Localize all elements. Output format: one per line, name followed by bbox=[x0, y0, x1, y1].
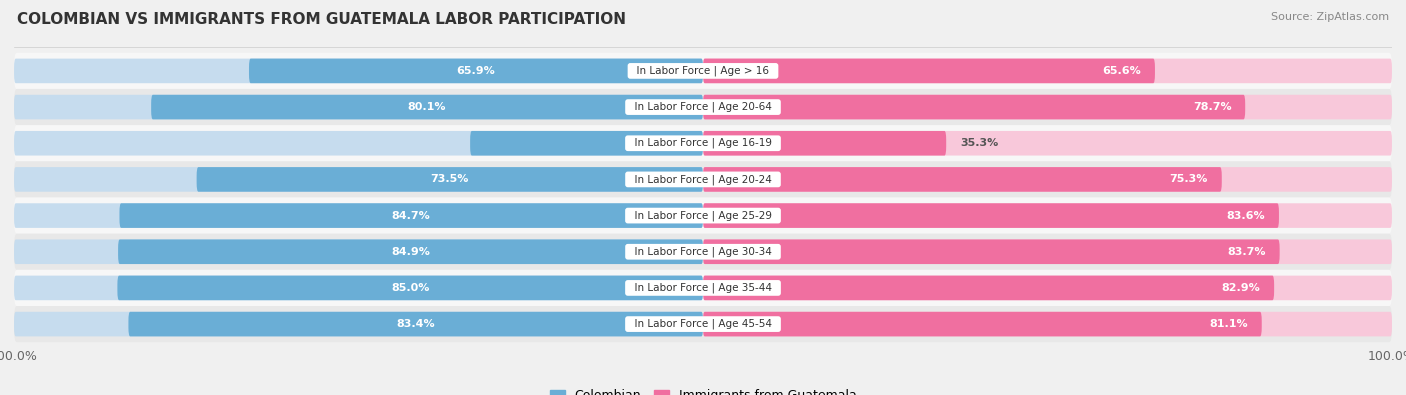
FancyBboxPatch shape bbox=[14, 306, 1392, 342]
Text: In Labor Force | Age 25-29: In Labor Force | Age 25-29 bbox=[627, 210, 779, 221]
FancyBboxPatch shape bbox=[703, 95, 1246, 119]
Text: 65.9%: 65.9% bbox=[457, 66, 495, 76]
FancyBboxPatch shape bbox=[703, 276, 1392, 300]
FancyBboxPatch shape bbox=[14, 161, 1392, 198]
FancyBboxPatch shape bbox=[14, 234, 1392, 270]
FancyBboxPatch shape bbox=[14, 53, 1392, 89]
Text: 84.7%: 84.7% bbox=[392, 211, 430, 220]
FancyBboxPatch shape bbox=[703, 312, 1392, 337]
FancyBboxPatch shape bbox=[703, 131, 1392, 156]
Text: Source: ZipAtlas.com: Source: ZipAtlas.com bbox=[1271, 12, 1389, 22]
Text: In Labor Force | Age 45-54: In Labor Force | Age 45-54 bbox=[627, 319, 779, 329]
FancyBboxPatch shape bbox=[14, 276, 703, 300]
FancyBboxPatch shape bbox=[14, 89, 1392, 125]
FancyBboxPatch shape bbox=[249, 58, 703, 83]
Legend: Colombian, Immigrants from Guatemala: Colombian, Immigrants from Guatemala bbox=[544, 384, 862, 395]
Text: In Labor Force | Age 16-19: In Labor Force | Age 16-19 bbox=[627, 138, 779, 149]
FancyBboxPatch shape bbox=[703, 167, 1392, 192]
FancyBboxPatch shape bbox=[14, 312, 703, 337]
FancyBboxPatch shape bbox=[703, 276, 1274, 300]
Text: 81.1%: 81.1% bbox=[1209, 319, 1249, 329]
FancyBboxPatch shape bbox=[14, 95, 703, 119]
FancyBboxPatch shape bbox=[703, 312, 1261, 337]
FancyBboxPatch shape bbox=[14, 167, 703, 192]
FancyBboxPatch shape bbox=[14, 198, 1392, 234]
FancyBboxPatch shape bbox=[703, 239, 1279, 264]
FancyBboxPatch shape bbox=[470, 131, 703, 156]
FancyBboxPatch shape bbox=[703, 203, 1279, 228]
Text: 85.0%: 85.0% bbox=[391, 283, 429, 293]
Text: 78.7%: 78.7% bbox=[1192, 102, 1232, 112]
Text: 84.9%: 84.9% bbox=[391, 247, 430, 257]
Text: In Labor Force | Age 20-64: In Labor Force | Age 20-64 bbox=[628, 102, 778, 112]
Text: COLOMBIAN VS IMMIGRANTS FROM GUATEMALA LABOR PARTICIPATION: COLOMBIAN VS IMMIGRANTS FROM GUATEMALA L… bbox=[17, 12, 626, 27]
Text: 75.3%: 75.3% bbox=[1170, 175, 1208, 184]
FancyBboxPatch shape bbox=[703, 58, 1392, 83]
FancyBboxPatch shape bbox=[117, 276, 703, 300]
FancyBboxPatch shape bbox=[14, 239, 703, 264]
FancyBboxPatch shape bbox=[14, 125, 1392, 161]
FancyBboxPatch shape bbox=[703, 167, 1222, 192]
Text: In Labor Force | Age 30-34: In Labor Force | Age 30-34 bbox=[628, 246, 778, 257]
FancyBboxPatch shape bbox=[118, 239, 703, 264]
FancyBboxPatch shape bbox=[703, 131, 946, 156]
FancyBboxPatch shape bbox=[14, 270, 1392, 306]
Text: 83.6%: 83.6% bbox=[1226, 211, 1265, 220]
Text: 65.6%: 65.6% bbox=[1102, 66, 1142, 76]
FancyBboxPatch shape bbox=[197, 167, 703, 192]
FancyBboxPatch shape bbox=[703, 58, 1154, 83]
FancyBboxPatch shape bbox=[14, 203, 703, 228]
Text: 83.7%: 83.7% bbox=[1227, 247, 1265, 257]
Text: In Labor Force | Age > 16: In Labor Force | Age > 16 bbox=[630, 66, 776, 76]
FancyBboxPatch shape bbox=[128, 312, 703, 337]
Text: 33.8%: 33.8% bbox=[651, 138, 689, 148]
Text: In Labor Force | Age 35-44: In Labor Force | Age 35-44 bbox=[627, 283, 779, 293]
Text: 82.9%: 82.9% bbox=[1222, 283, 1260, 293]
FancyBboxPatch shape bbox=[703, 239, 1392, 264]
FancyBboxPatch shape bbox=[152, 95, 703, 119]
Text: In Labor Force | Age 20-24: In Labor Force | Age 20-24 bbox=[628, 174, 778, 185]
FancyBboxPatch shape bbox=[703, 203, 1392, 228]
Text: 80.1%: 80.1% bbox=[408, 102, 446, 112]
Text: 35.3%: 35.3% bbox=[960, 138, 998, 148]
FancyBboxPatch shape bbox=[703, 95, 1392, 119]
Text: 73.5%: 73.5% bbox=[430, 175, 470, 184]
Text: 83.4%: 83.4% bbox=[396, 319, 434, 329]
FancyBboxPatch shape bbox=[120, 203, 703, 228]
FancyBboxPatch shape bbox=[14, 58, 703, 83]
FancyBboxPatch shape bbox=[14, 131, 703, 156]
